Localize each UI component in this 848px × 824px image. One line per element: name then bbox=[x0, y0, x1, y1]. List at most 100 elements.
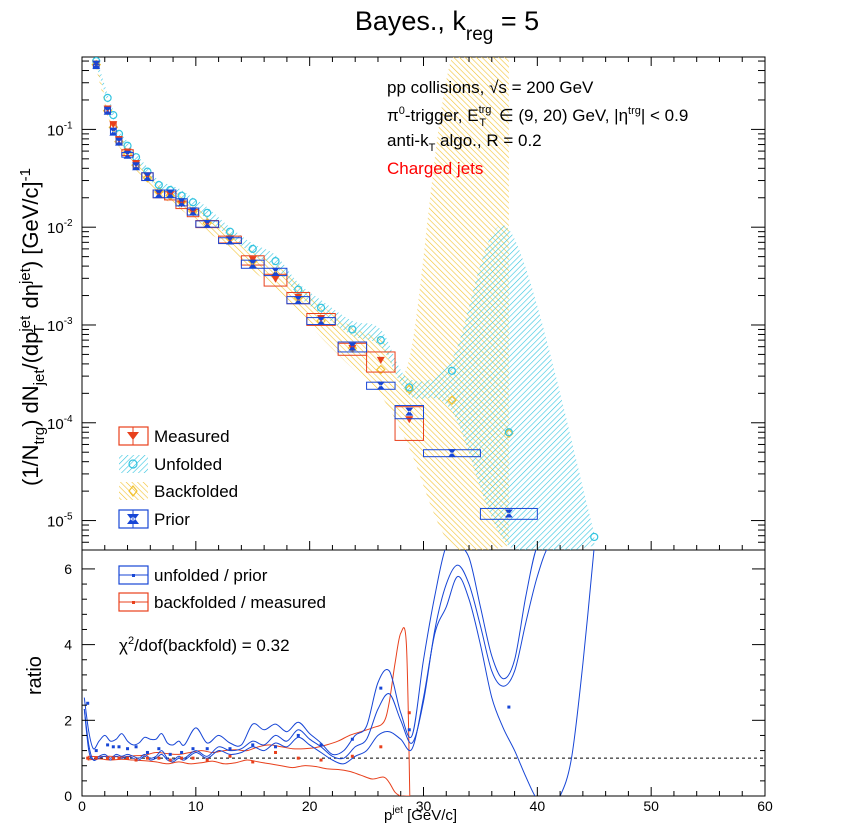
unfolded-ratio-point bbox=[180, 750, 184, 754]
unfolded-ratio-band-upper bbox=[83, 550, 537, 756]
x-tick-label: 40 bbox=[530, 798, 546, 814]
prior-point bbox=[376, 381, 385, 390]
legend-item-unfolded: Unfolded bbox=[119, 455, 222, 474]
annotation-algorithm: anti-kT algo., R = 0.2 bbox=[387, 131, 542, 154]
unfolded-ratio-point bbox=[117, 745, 121, 749]
unfolded-ratio-point bbox=[168, 752, 172, 756]
unfolded-point bbox=[590, 532, 599, 542]
unfolded-ratio-point bbox=[228, 747, 232, 751]
y-axis-title-spectrum: (1/Ntrg) dNjet/(dpjetT dηjet) [GeV/c]-1 bbox=[17, 168, 48, 486]
prior-point bbox=[143, 172, 152, 181]
measured-point bbox=[376, 356, 385, 364]
unfolded-ratio-point bbox=[407, 728, 411, 732]
unfolded-point bbox=[103, 93, 112, 102]
prior-point bbox=[132, 162, 141, 171]
unfolded-ratio-point bbox=[157, 747, 161, 751]
legend-item-measured: Measured bbox=[118, 426, 230, 446]
prior-point bbox=[271, 267, 280, 276]
backfolded-ratio-point bbox=[274, 750, 278, 754]
y-tick-label-ratio: 6 bbox=[64, 561, 72, 577]
backfolded-ratio-point bbox=[180, 756, 184, 760]
x-tick-label: 0 bbox=[78, 798, 86, 814]
backfolded-ratio-point bbox=[205, 758, 209, 762]
unfolded-point bbox=[109, 111, 118, 120]
backfolded-point bbox=[404, 384, 415, 395]
unfolded-point bbox=[188, 198, 198, 207]
annotation-block: pp collisions, √s = 200 GeV π0-trigger, … bbox=[387, 78, 688, 178]
svg-text:Measured: Measured bbox=[154, 427, 230, 446]
prior-point bbox=[203, 219, 212, 228]
y-tick-label-ratio: 4 bbox=[64, 637, 72, 653]
svg-text:unfolded / prior: unfolded / prior bbox=[154, 566, 268, 585]
unfolded-point bbox=[225, 227, 235, 236]
prior-point bbox=[348, 342, 357, 351]
legend-spectrum: Measured Unfolded Backfolded Prior bbox=[118, 426, 238, 529]
backfolded-ratio-point bbox=[407, 711, 411, 715]
prior-point bbox=[225, 236, 234, 245]
prior-point bbox=[405, 407, 414, 416]
x-axis-title: pjet [GeV/c] bbox=[384, 805, 457, 824]
annotation-chi2: χ2/dof(backfold) = 0.32 bbox=[119, 635, 290, 655]
prior-point bbox=[109, 127, 118, 136]
prior-error-box bbox=[394, 405, 424, 420]
backfolded-point bbox=[504, 428, 514, 439]
prior-point bbox=[504, 509, 513, 518]
prior-point bbox=[188, 207, 197, 216]
backfolded-ratio-point bbox=[191, 756, 195, 760]
backfolded-ratio-point bbox=[111, 756, 115, 760]
backfolded-ratio-point bbox=[168, 758, 172, 762]
unfolded-point bbox=[294, 285, 303, 294]
unfolded-point bbox=[203, 208, 212, 218]
backfolded-ratio-band-upper bbox=[87, 627, 411, 796]
annotation-collisions: pp collisions, √s = 200 GeV bbox=[387, 78, 594, 97]
x-tick-label: 60 bbox=[757, 798, 773, 814]
unfolded-ratio-point bbox=[296, 733, 300, 737]
x-tick-label: 20 bbox=[302, 798, 318, 814]
ratio-marks bbox=[82, 550, 765, 796]
unfolded-point bbox=[248, 244, 257, 253]
legend-ratio: unfolded / prior backfolded / measured bbox=[118, 565, 326, 612]
unfolded-ratio-point bbox=[191, 747, 195, 751]
unfolded-ratio-point bbox=[507, 705, 511, 709]
unfolded-ratio-point bbox=[319, 743, 323, 747]
unfolded-ratio-point bbox=[106, 743, 110, 747]
backfolded-ratio-point bbox=[296, 756, 300, 760]
prior-error-box bbox=[337, 341, 368, 353]
annotation-trigger: π0-trigger, Etrg T ∈ (9, 20) GeV, |ηtrg| … bbox=[387, 104, 688, 129]
y-tick-label-ratio: 2 bbox=[64, 712, 72, 728]
backfolded-point bbox=[447, 395, 457, 406]
backfolded-ratio-point bbox=[251, 760, 255, 764]
measured-point bbox=[188, 208, 197, 216]
backfolded-ratio-point bbox=[126, 756, 130, 760]
unfolded-ratio-point bbox=[126, 747, 130, 751]
legend-item-prior: Prior bbox=[118, 509, 190, 529]
unfolded-point bbox=[504, 428, 513, 437]
prior-point bbox=[123, 150, 132, 159]
unfolded-ratio-point bbox=[134, 745, 138, 749]
unfolded-point bbox=[154, 180, 163, 190]
backfolded-ratio-point bbox=[379, 745, 383, 749]
y-tick-label-spectrum: 10-2 bbox=[47, 218, 73, 237]
prior-error-box bbox=[479, 507, 538, 520]
measured-error-box bbox=[394, 406, 424, 441]
backfolded-ratio-point bbox=[350, 754, 354, 758]
y-tick-label-spectrum: 10-3 bbox=[47, 316, 73, 335]
unfolded-ratio-point bbox=[274, 745, 278, 749]
unfolded-ratio-point bbox=[350, 737, 354, 741]
ratio-frame bbox=[81, 549, 766, 797]
unfolded-point bbox=[271, 257, 280, 266]
prior-point bbox=[114, 137, 123, 146]
unfolded-point bbox=[316, 303, 326, 312]
prior-point bbox=[92, 60, 101, 69]
legend-item-unfolded-over-prior: unfolded / prior bbox=[118, 565, 268, 585]
y-tick-label-spectrum: 10-4 bbox=[47, 414, 73, 433]
svg-text:Prior: Prior bbox=[154, 510, 190, 529]
unfolded-point bbox=[405, 383, 414, 392]
y-tick-label-ratio: 0 bbox=[64, 788, 72, 804]
y-tick-label-spectrum: 10-1 bbox=[47, 120, 73, 139]
x-tick-label: 50 bbox=[643, 798, 659, 814]
unfolded-ratio-point bbox=[86, 701, 90, 705]
legend-item-backfolded: Backfolded bbox=[119, 482, 238, 501]
prior-point bbox=[317, 316, 326, 325]
